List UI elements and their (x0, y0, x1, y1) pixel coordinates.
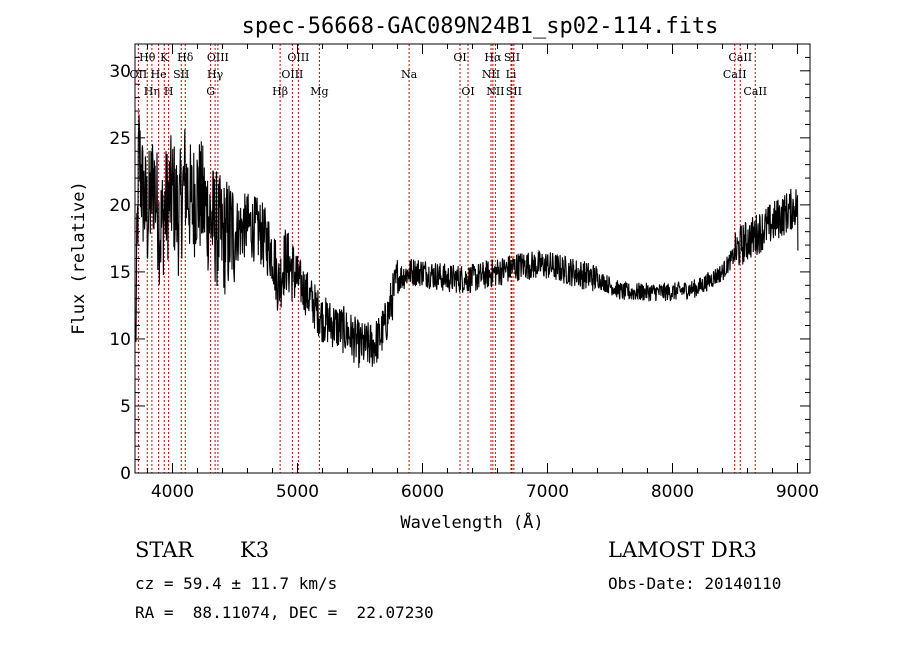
y-tick-label: 30 (109, 62, 131, 82)
spectral-line-label: NII (482, 68, 500, 81)
y-tick-label: 10 (109, 330, 131, 350)
axis-ticks-layer: 4000 5000 6000 7000 8000 9000 0 5 10 15 20 25 30 (109, 44, 819, 502)
spectral-line-label: OIII (281, 68, 303, 81)
x-tick-label: 9000 (776, 482, 819, 502)
spectral-line-label: He (151, 68, 167, 81)
x-tick-label: 6000 (401, 482, 444, 502)
spectral-line-label: Hθ (139, 51, 156, 64)
spectral-line-label: Hγ (207, 68, 224, 81)
spectral-lines-layer: Hθ OII Hη K He H SII Hδ OIII Hγ G OIII OIII Hβ Mg Na OI O… (130, 44, 767, 473)
y-axis-label: Flux (relative) (69, 181, 89, 335)
redshift-text: cz = 59.4 ± 11.7 km/s (135, 574, 338, 593)
obs-date: Obs-Date: 20140110 (608, 574, 782, 593)
object-class: STAR (135, 538, 194, 562)
x-tick-label: 7000 (526, 482, 569, 502)
spectrum-line (135, 114, 799, 368)
survey-name: LAMOST DR3 (608, 538, 757, 562)
spectral-line-label: Hη (144, 85, 160, 98)
x-tick-label: 5000 (276, 482, 319, 502)
spectral-line-label: SII (173, 68, 189, 81)
spectral-line-label: OI (453, 51, 466, 64)
y-tick-label: 15 (109, 263, 131, 283)
x-tick-label: 8000 (651, 482, 694, 502)
coordinates-text: RA = 88.11074, DEC = 22.07230 (135, 603, 434, 622)
spectral-line-label: CaII (723, 68, 747, 81)
spectral-line-label: OII (130, 68, 148, 81)
y-tick-label: 0 (120, 464, 131, 484)
spectral-line-label: OI (461, 85, 474, 98)
spectral-line-label: CaII (728, 51, 752, 64)
object-subclass: K3 (240, 538, 270, 562)
spectral-line-label: Li (506, 68, 517, 81)
x-tick-label: 4000 (151, 482, 194, 502)
spectral-line-label: K (160, 51, 169, 64)
x-axis-label: Wavelength (Å) (400, 511, 543, 533)
spectral-line-label: Mg (310, 85, 328, 98)
spectral-line-label: SII (506, 85, 522, 98)
spectral-line-label: SII (504, 51, 520, 64)
spectral-line-label: G (206, 85, 215, 98)
spectral-line-label: H (164, 85, 174, 98)
spectral-line-label: OIII (207, 51, 229, 64)
spectral-line-label: NII (486, 85, 504, 98)
spectral-line-label: Hδ (177, 51, 194, 64)
chart-title: spec-56668-GAC089N24B1_sp02-114.fits (242, 14, 719, 39)
spectral-line-label: Na (401, 68, 418, 81)
y-tick-label: 25 (109, 129, 131, 149)
spectral-line-label: OIII (287, 51, 309, 64)
spectral-line-label: CaII (743, 85, 767, 98)
y-tick-label: 20 (109, 196, 131, 216)
y-tick-label: 5 (120, 397, 131, 417)
spectral-line-label: Hα (484, 51, 502, 64)
spectral-line-label: Hβ (272, 85, 288, 98)
